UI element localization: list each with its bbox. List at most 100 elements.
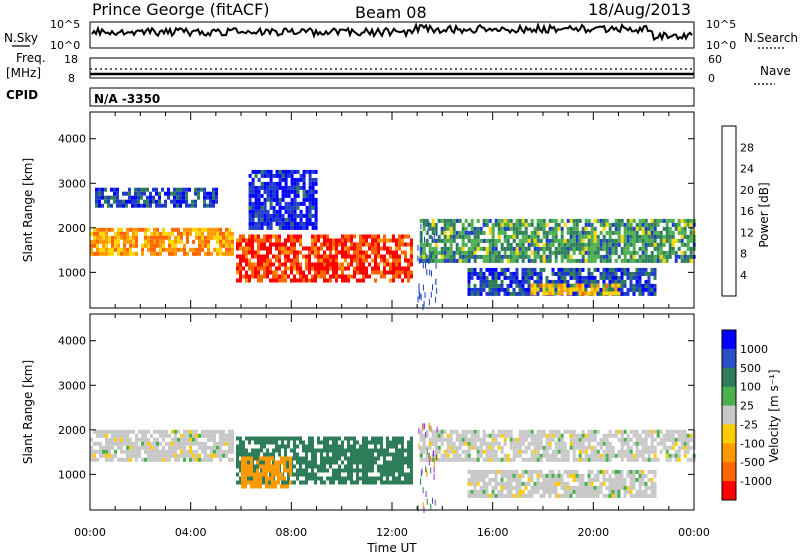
data-cell xyxy=(365,456,368,461)
data-cell xyxy=(683,437,687,442)
data-cell xyxy=(260,185,264,190)
data-cell xyxy=(314,201,318,206)
data-cell xyxy=(198,445,201,450)
data-cell xyxy=(599,437,603,442)
data-cell xyxy=(299,262,302,267)
data-cell xyxy=(302,270,305,275)
data-cell xyxy=(638,477,642,482)
data-cell xyxy=(207,231,210,236)
data-cell xyxy=(135,227,138,232)
data-cell xyxy=(138,429,141,434)
data-cell xyxy=(482,441,486,446)
data-cell xyxy=(653,226,657,231)
data-cell xyxy=(287,250,290,255)
data-cell xyxy=(225,251,228,256)
data-cell xyxy=(533,291,537,296)
data-cell xyxy=(153,235,156,240)
data-cell xyxy=(488,246,492,251)
data-cell xyxy=(482,283,486,288)
data-cell xyxy=(638,258,642,263)
data-cell xyxy=(662,242,666,247)
data-cell xyxy=(674,441,678,446)
data-cell xyxy=(326,266,329,271)
data-cell xyxy=(198,243,201,248)
data-cell xyxy=(491,429,495,434)
data-cell xyxy=(614,291,618,296)
data-cell xyxy=(605,433,609,438)
data-cell xyxy=(93,449,96,454)
data-cell xyxy=(236,278,239,283)
data-cell xyxy=(452,250,456,255)
data-cell xyxy=(311,464,314,469)
data-cell xyxy=(611,449,615,454)
data-cell xyxy=(347,262,350,267)
data-cell xyxy=(689,238,693,243)
data-cell xyxy=(521,242,525,247)
data-cell xyxy=(153,437,156,442)
data-cell xyxy=(506,287,510,292)
data-cell xyxy=(599,485,603,490)
data-cell xyxy=(365,436,368,441)
data-cell xyxy=(428,222,432,227)
data-cell xyxy=(665,234,669,239)
data-cell xyxy=(461,222,465,227)
data-cell xyxy=(201,449,204,454)
data-cell xyxy=(404,480,407,485)
data-cell xyxy=(231,441,234,446)
data-cell xyxy=(443,449,447,454)
data-cell xyxy=(482,279,486,284)
data-cell xyxy=(590,283,594,288)
data-cell xyxy=(581,234,585,239)
data-cell xyxy=(656,246,660,251)
data-cell xyxy=(599,230,603,235)
data-cell xyxy=(144,449,147,454)
data-cell xyxy=(494,485,498,490)
data-cell xyxy=(284,250,287,255)
data-cell xyxy=(323,456,326,461)
data-cell xyxy=(515,242,519,247)
data-cell xyxy=(662,254,666,259)
data-cell xyxy=(632,469,636,474)
data-cell xyxy=(494,477,498,482)
data-cell xyxy=(455,218,459,223)
data-cell xyxy=(500,242,504,247)
data-cell xyxy=(219,235,222,240)
data-cell xyxy=(251,238,254,243)
data-cell xyxy=(554,222,558,227)
data-cell xyxy=(417,296,419,303)
data-cell xyxy=(257,436,260,441)
data-cell xyxy=(635,429,639,434)
data-cell xyxy=(389,452,392,457)
data-cell xyxy=(557,457,561,462)
data-cell xyxy=(162,437,165,442)
data-cell xyxy=(332,468,335,473)
data-cell xyxy=(311,278,314,283)
data-cell xyxy=(389,472,392,477)
data-cell xyxy=(422,218,426,223)
data-cell xyxy=(590,246,594,251)
data-cell xyxy=(299,173,303,178)
data-cell xyxy=(344,464,347,469)
data-cell xyxy=(557,445,561,450)
data-cell xyxy=(464,226,468,231)
data-cell xyxy=(257,185,261,190)
data-cell xyxy=(302,448,305,453)
data-cell xyxy=(392,456,395,461)
data-cell xyxy=(293,205,297,210)
data-cell xyxy=(290,262,293,267)
data-cell xyxy=(228,231,231,236)
data-cell xyxy=(521,230,525,235)
data-cell xyxy=(308,444,311,449)
data-cell xyxy=(244,460,247,465)
data-cell xyxy=(584,489,588,494)
data-cell xyxy=(479,238,483,243)
data-cell xyxy=(590,429,594,434)
data-cell xyxy=(383,258,386,263)
data-cell xyxy=(449,246,453,251)
data-cell xyxy=(317,262,320,267)
data-cell xyxy=(365,468,368,473)
data-cell xyxy=(111,251,114,256)
data-cell xyxy=(653,222,657,227)
data-cell xyxy=(239,254,242,259)
data-cell xyxy=(350,452,353,457)
